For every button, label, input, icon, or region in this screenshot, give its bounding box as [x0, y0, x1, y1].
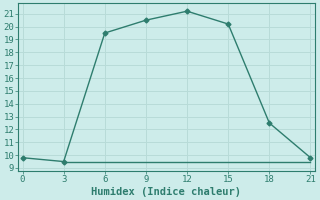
X-axis label: Humidex (Indice chaleur): Humidex (Indice chaleur): [92, 186, 242, 197]
